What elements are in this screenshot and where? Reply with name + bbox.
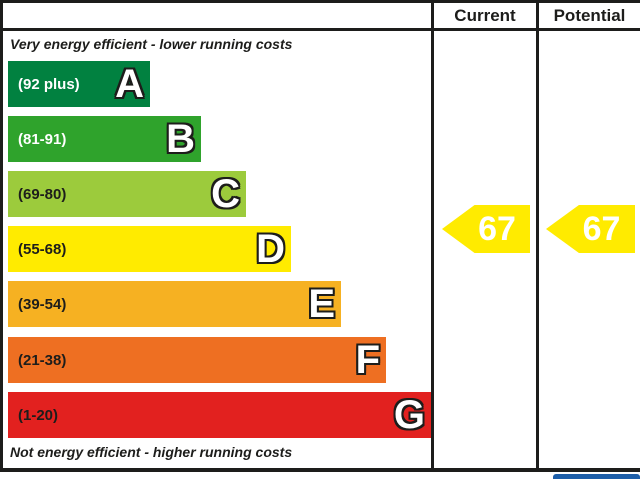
band-range-label: (39-54)	[18, 295, 67, 313]
current-rating-arrow-icon: 67	[442, 205, 530, 253]
band-range-label: (92 plus)	[18, 75, 80, 93]
band-row-a: (92 plus) A	[8, 61, 150, 107]
band-letter: E	[308, 282, 335, 326]
band-row-f: (21-38) F	[8, 337, 386, 383]
band-letter: C	[211, 172, 240, 216]
band-row-b: (81-91) B	[8, 116, 201, 162]
header-separator-line	[0, 28, 640, 31]
band-range-label: (1-20)	[18, 406, 59, 424]
top-caption: Very energy efficient - lower running co…	[10, 36, 293, 52]
column-divider-potential	[536, 0, 539, 472]
band-range-label: (21-38)	[18, 351, 67, 369]
band-letter: B	[166, 117, 195, 161]
potential-rating-arrow-icon: 67	[546, 205, 635, 253]
band-row-d: (55-68) D	[8, 226, 291, 272]
current-rating-value: 67	[478, 209, 516, 248]
band-row-g: (1-20) G	[8, 392, 431, 438]
band-letter: D	[256, 227, 285, 271]
column-divider-current	[431, 0, 434, 472]
band-letter: G	[393, 393, 425, 437]
table-border-left	[0, 0, 3, 472]
table-border-bottom	[0, 468, 640, 472]
current-column-header: Current	[454, 6, 516, 25]
table-border-top	[0, 0, 640, 3]
potential-rating-value: 67	[582, 209, 621, 248]
band-range-label: (69-80)	[18, 185, 67, 203]
band-letter: F	[355, 338, 380, 382]
bottom-caption: Not energy efficient - higher running co…	[10, 444, 293, 460]
band-letter: A	[115, 62, 144, 106]
band-row-e: (39-54) E	[8, 281, 341, 327]
band-range-label: (81-91)	[18, 130, 67, 148]
band-row-c: (69-80) C	[8, 171, 246, 217]
potential-column-header: Potential	[553, 6, 626, 25]
cropped-blue-bar	[553, 474, 640, 479]
band-range-label: (55-68)	[18, 240, 67, 258]
